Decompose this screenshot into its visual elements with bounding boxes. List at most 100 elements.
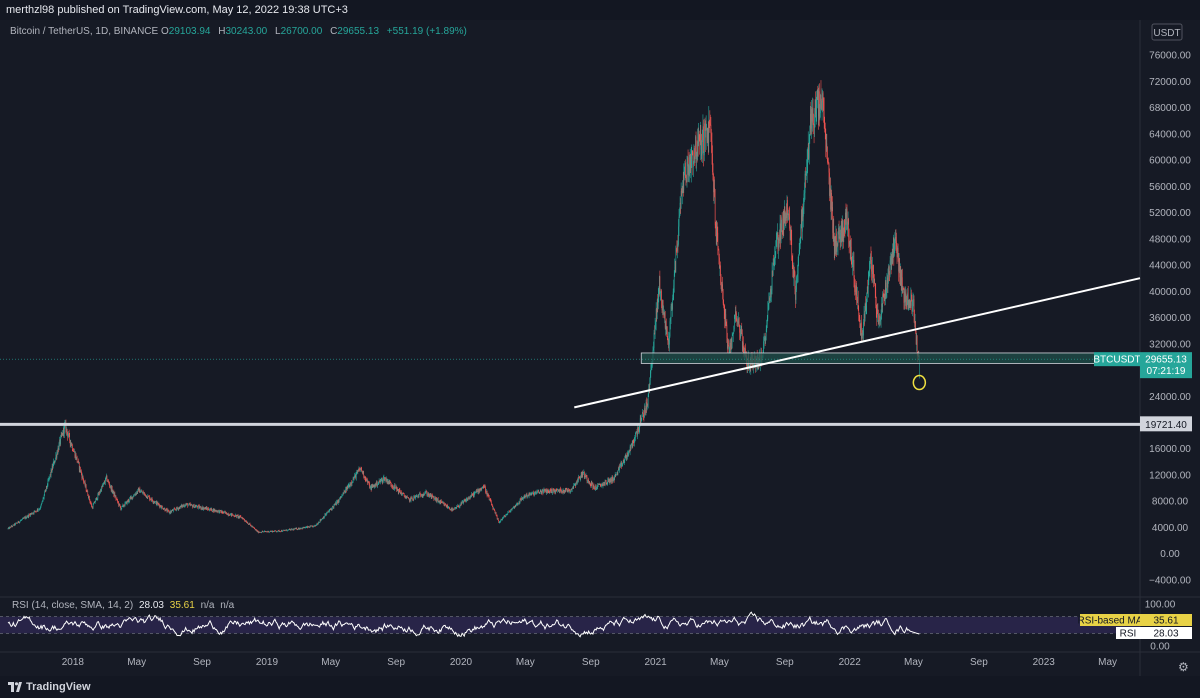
candle-body: [146, 495, 148, 498]
candle-body: [678, 216, 680, 227]
candle-body: [494, 509, 495, 511]
candle-body: [555, 490, 557, 491]
candle-body: [240, 515, 241, 517]
candle-body: [40, 505, 42, 507]
candle-body: [665, 321, 667, 328]
candle-body: [772, 270, 773, 276]
candle-body: [92, 507, 93, 509]
candle-body: [151, 498, 153, 501]
candle-body: [246, 522, 248, 524]
candle-body: [734, 315, 735, 329]
candle-body: [517, 503, 519, 505]
candle-body: [853, 260, 855, 278]
candle-body: [171, 509, 173, 511]
candle-body: [288, 529, 290, 531]
candle-body: [701, 134, 702, 156]
candle-body: [242, 518, 244, 520]
candle-body: [707, 130, 709, 143]
candle-body: [355, 474, 357, 479]
candle-body: [511, 509, 513, 510]
candle-body: [280, 531, 282, 533]
low-label: L: [275, 26, 281, 37]
candle-body: [55, 457, 56, 462]
candle-body: [104, 482, 106, 484]
candle-body: [262, 531, 264, 533]
candle-body: [822, 93, 824, 100]
candle-body: [53, 461, 55, 464]
candle-body: [737, 321, 739, 324]
candle-body: [779, 240, 780, 241]
candle-body: [439, 501, 441, 503]
candle-body: [559, 488, 561, 492]
candle-body: [113, 490, 115, 496]
candle-body: [277, 531, 278, 532]
candle-body: [674, 266, 676, 273]
candle-body: [377, 483, 379, 485]
rsi-legend[interactable]: RSI (14, close, SMA, 14, 2) 28.03 35.61 …: [12, 600, 234, 611]
candle-body: [16, 522, 17, 524]
candle-body: [913, 299, 914, 300]
candle-body: [365, 479, 367, 481]
candle-body: [536, 493, 537, 494]
candle-body: [285, 529, 287, 531]
candle-body: [136, 491, 138, 493]
candle-body: [368, 481, 369, 483]
candle-body: [849, 243, 851, 252]
candle-body: [540, 491, 542, 492]
candle-body: [140, 491, 142, 493]
candle-body: [324, 516, 325, 518]
candle-body: [240, 516, 242, 518]
candle-body: [281, 530, 283, 532]
candle-body: [713, 179, 714, 193]
candle-body: [152, 500, 153, 502]
candle-body: [538, 490, 539, 493]
candle-body: [396, 486, 397, 490]
time-tick-label: May: [1098, 657, 1117, 668]
candle-body: [264, 531, 266, 532]
candle-body: [402, 493, 404, 494]
candle-body: [778, 238, 780, 241]
candle-body: [183, 505, 184, 507]
candle-body: [408, 497, 409, 499]
candle-body: [74, 451, 75, 452]
candle-body: [99, 492, 101, 494]
candle-body: [348, 484, 350, 487]
candle-body: [813, 125, 815, 128]
settings-gear-icon[interactable]: ⚙: [1178, 660, 1189, 674]
candle-body: [611, 477, 613, 482]
candle-body: [82, 475, 83, 479]
candle-body: [407, 496, 408, 498]
candle-body: [848, 218, 849, 238]
candle-body: [256, 529, 257, 531]
candle-body: [744, 348, 745, 356]
candle-body: [915, 331, 917, 345]
candle-body: [181, 505, 183, 508]
candle-body: [371, 486, 372, 490]
candle-body: [39, 509, 40, 510]
candle-body: [280, 530, 282, 532]
candle-body: [566, 489, 568, 490]
candle-body: [562, 490, 564, 493]
candle-body: [60, 436, 61, 444]
candle-body: [377, 484, 378, 486]
ticker-badge-label: BTCUSDT: [1093, 355, 1140, 366]
time-tick-label: 2019: [256, 657, 279, 668]
candle-body: [109, 484, 110, 487]
candle-body: [157, 501, 158, 505]
candle-body: [380, 479, 382, 481]
candle-body: [627, 452, 628, 458]
candle-body: [556, 489, 558, 491]
candle-body: [872, 264, 873, 274]
candle-body: [172, 509, 174, 511]
symbol-legend[interactable]: Bitcoin / TetherUS, 1D, BINANCE O29103.9…: [10, 26, 472, 37]
candle-body: [103, 482, 105, 484]
candle-body: [188, 503, 190, 506]
candle-body: [542, 490, 543, 492]
support-zone: [640, 352, 1141, 364]
candle-body: [261, 531, 263, 533]
candle-body: [312, 526, 313, 528]
candle-body: [456, 506, 458, 509]
candle-body: [482, 486, 484, 488]
candle-body: [552, 492, 553, 494]
